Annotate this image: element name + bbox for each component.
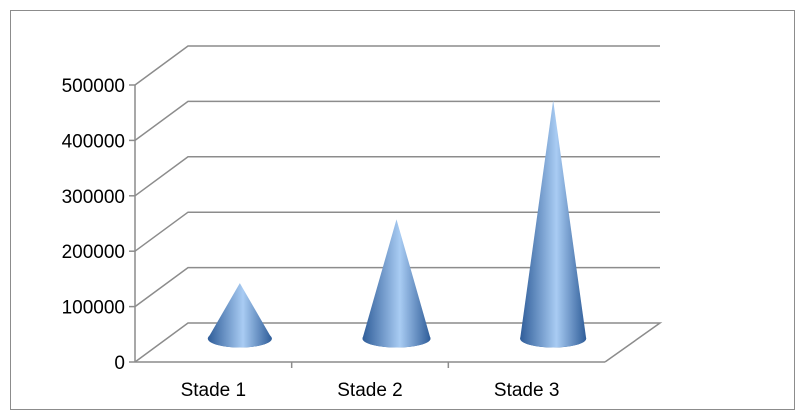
- y-tick-label: 100000: [62, 298, 125, 319]
- cone-body: [362, 219, 431, 348]
- y-tick-label: 200000: [62, 242, 125, 263]
- y-tick-label: 0: [114, 353, 125, 374]
- gridline: [134, 156, 660, 197]
- y-tick-label: 400000: [62, 131, 125, 152]
- x-category-label: Stade 2: [337, 380, 403, 397]
- y-tick-label: 300000: [62, 187, 125, 208]
- cone-body: [207, 283, 272, 348]
- gridline: [134, 45, 660, 86]
- cone-bar: [207, 283, 272, 348]
- x-category-label: Stade 3: [494, 380, 560, 397]
- gridline: [134, 266, 660, 308]
- x-category-label: Stade 1: [181, 380, 247, 397]
- gridline: [134, 211, 660, 252]
- cone-bar: [520, 100, 587, 348]
- y-tick-label: 500000: [62, 76, 125, 97]
- gridline: [134, 100, 660, 142]
- cone-body: [520, 100, 587, 348]
- cone-chart: 0 100000 200000 300000 400000 500000 Stade 1 S…: [62, 45, 663, 397]
- cone-bar: [362, 219, 431, 348]
